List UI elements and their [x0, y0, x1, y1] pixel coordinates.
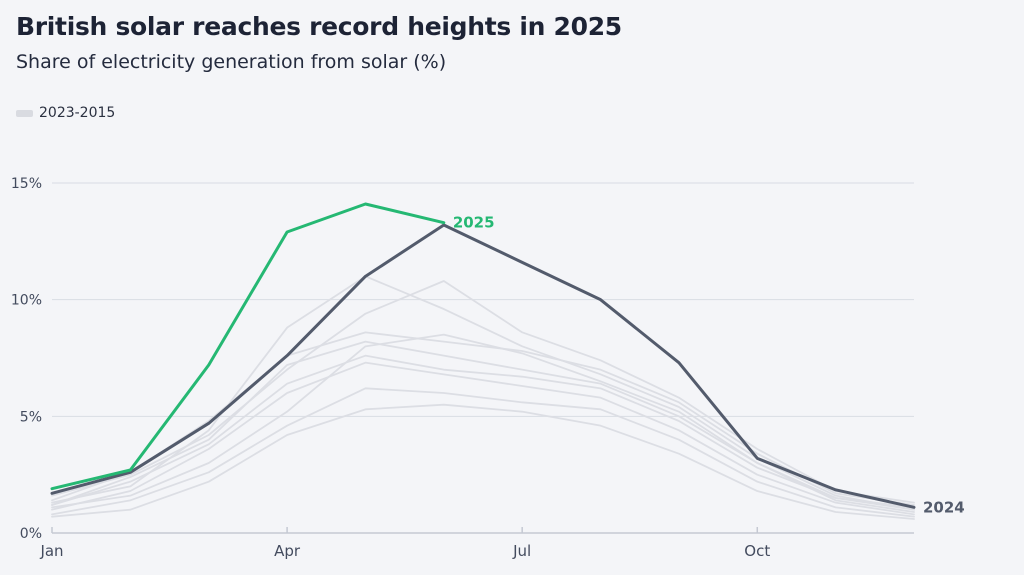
- series-line-2025: [50, 202, 446, 491]
- legend-label: 2023-2015: [39, 105, 116, 121]
- series-line-2015: [51, 403, 915, 520]
- series-end-label-2024: 2024: [923, 498, 965, 516]
- legend: 2023-2015: [16, 105, 115, 121]
- y-tick-label: 0%: [20, 526, 42, 542]
- y-tick-label: 5%: [20, 409, 42, 425]
- series-line-2016: [51, 387, 915, 518]
- y-tick-label: 15%: [11, 176, 42, 192]
- page-title: British solar reaches record heights in …: [16, 12, 622, 41]
- chart-subtitle: Share of electricity generation from sol…: [16, 51, 447, 73]
- series-line-2017: [51, 361, 915, 516]
- y-tick-label: 10%: [11, 293, 42, 309]
- chart-header: British solar reaches record heights in …: [16, 12, 1016, 73]
- legend-swatch-icon: [16, 109, 33, 117]
- series-line-2019: [51, 354, 915, 511]
- x-tick-label: Apr: [274, 542, 301, 560]
- x-tick-label: Jul: [512, 542, 531, 560]
- series-line-2023: [51, 280, 915, 504]
- series-end-label-2025: 2025: [453, 214, 495, 232]
- series-line-2024: [50, 223, 916, 509]
- series-line-2022: [51, 331, 915, 506]
- x-tick-label: Jan: [39, 542, 63, 560]
- series-line-2021: [51, 340, 915, 509]
- x-tick-label: Oct: [744, 542, 770, 560]
